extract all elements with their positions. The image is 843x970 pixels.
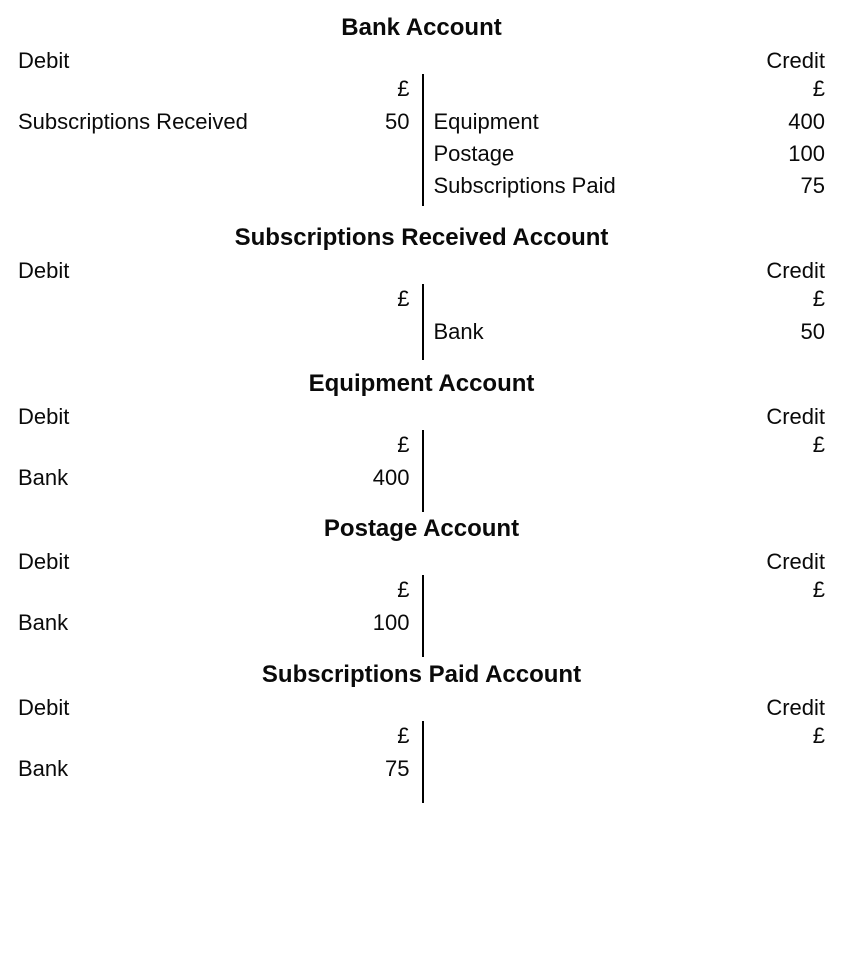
debit-side: Debit£ Bank100 (18, 549, 422, 639)
debit-label: Debit (18, 695, 410, 721)
debit-side: Debit£ Bank400 (18, 404, 422, 494)
debit-label: Debit (18, 258, 410, 284)
t-account: Debit£Bank400Credit£ (18, 404, 825, 494)
entry-amount: 100 (765, 138, 825, 170)
credit-side: Credit£ Equipment400Postage100Subscriptio… (422, 48, 826, 202)
currency-symbol: £ (434, 286, 826, 312)
credit-label: Credit (434, 404, 826, 430)
ledger-entry: Bank400 (18, 462, 410, 494)
entry-amount: 50 (350, 106, 410, 138)
entry-amount: 75 (765, 170, 825, 202)
ledger-entry: Bank50 (434, 316, 826, 348)
currency-symbol: £ (434, 577, 826, 603)
currency-symbol: £ (18, 432, 410, 458)
ledger: Bank AccountDebit£Subscriptions Received… (18, 14, 825, 785)
currency-symbol: £ (434, 432, 826, 458)
account-title: Subscriptions Received Account (18, 224, 825, 252)
ledger-entry: Bank100 (18, 607, 410, 639)
debit-entries: Bank400 (18, 462, 410, 494)
debit-entries: Bank100 (18, 607, 410, 639)
account: Equipment AccountDebit£Bank400Credit£ (18, 370, 825, 494)
debit-side: Debit£ (18, 258, 422, 348)
account: Bank AccountDebit£Subscriptions Received… (18, 14, 825, 202)
entry-label: Subscriptions Received (18, 106, 350, 138)
entry-label: Postage (434, 138, 766, 170)
credit-entries (434, 607, 826, 635)
debit-entries: Subscriptions Received50 (18, 106, 410, 138)
credit-side: Credit£ (422, 549, 826, 639)
debit-side: Debit£ Subscriptions Received50 (18, 48, 422, 202)
debit-entries: Bank75 (18, 753, 410, 785)
ledger-entry: Equipment400 (434, 106, 826, 138)
currency-symbol: £ (18, 76, 410, 102)
ledger-entry: Postage100 (434, 138, 826, 170)
currency-symbol: £ (434, 723, 826, 749)
entry-amount: 400 (765, 106, 825, 138)
ledger-entry: Subscriptions Paid75 (434, 170, 826, 202)
entry-amount: 100 (350, 607, 410, 639)
debit-side: Debit£ Bank75 (18, 695, 422, 785)
credit-side: Credit£ Bank50 (422, 258, 826, 348)
entry-amount: 400 (350, 462, 410, 494)
debit-label: Debit (18, 549, 410, 575)
currency-symbol: £ (18, 286, 410, 312)
entry-label: Bank (434, 316, 766, 348)
account-title: Subscriptions Paid Account (18, 661, 825, 689)
credit-label: Credit (434, 549, 826, 575)
currency-symbol: £ (18, 577, 410, 603)
credit-entries (434, 753, 826, 781)
t-account: Debit£Credit£Bank50 (18, 258, 825, 348)
entry-label: Bank (18, 462, 350, 494)
account: Postage AccountDebit£Bank100Credit£ (18, 515, 825, 639)
credit-label: Credit (434, 258, 826, 284)
debit-label: Debit (18, 48, 410, 74)
account-title: Bank Account (18, 14, 825, 42)
account-title: Equipment Account (18, 370, 825, 398)
currency-symbol: £ (434, 76, 826, 102)
credit-entries: Equipment400Postage100Subscriptions Paid… (434, 106, 826, 202)
entry-label: Bank (18, 607, 350, 639)
t-account: Debit£Subscriptions Received50Credit£Equ… (18, 48, 825, 202)
entry-label: Bank (18, 753, 350, 785)
entry-label: Equipment (434, 106, 766, 138)
ledger-entry: Subscriptions Received50 (18, 106, 410, 138)
account: Subscriptions Paid AccountDebit£Bank75Cr… (18, 661, 825, 785)
account-title: Postage Account (18, 515, 825, 543)
entry-label: Subscriptions Paid (434, 170, 766, 202)
ledger-entry: Bank75 (18, 753, 410, 785)
credit-side: Credit£ (422, 695, 826, 785)
credit-entries (434, 462, 826, 490)
credit-entries: Bank50 (434, 316, 826, 348)
credit-side: Credit£ (422, 404, 826, 494)
account: Subscriptions Received AccountDebit£Cred… (18, 224, 825, 348)
entry-amount: 50 (765, 316, 825, 348)
credit-label: Credit (434, 48, 826, 74)
debit-label: Debit (18, 404, 410, 430)
debit-entries (18, 316, 410, 344)
credit-label: Credit (434, 695, 826, 721)
t-account: Debit£Bank75Credit£ (18, 695, 825, 785)
entry-amount: 75 (350, 753, 410, 785)
currency-symbol: £ (18, 723, 410, 749)
t-account: Debit£Bank100Credit£ (18, 549, 825, 639)
